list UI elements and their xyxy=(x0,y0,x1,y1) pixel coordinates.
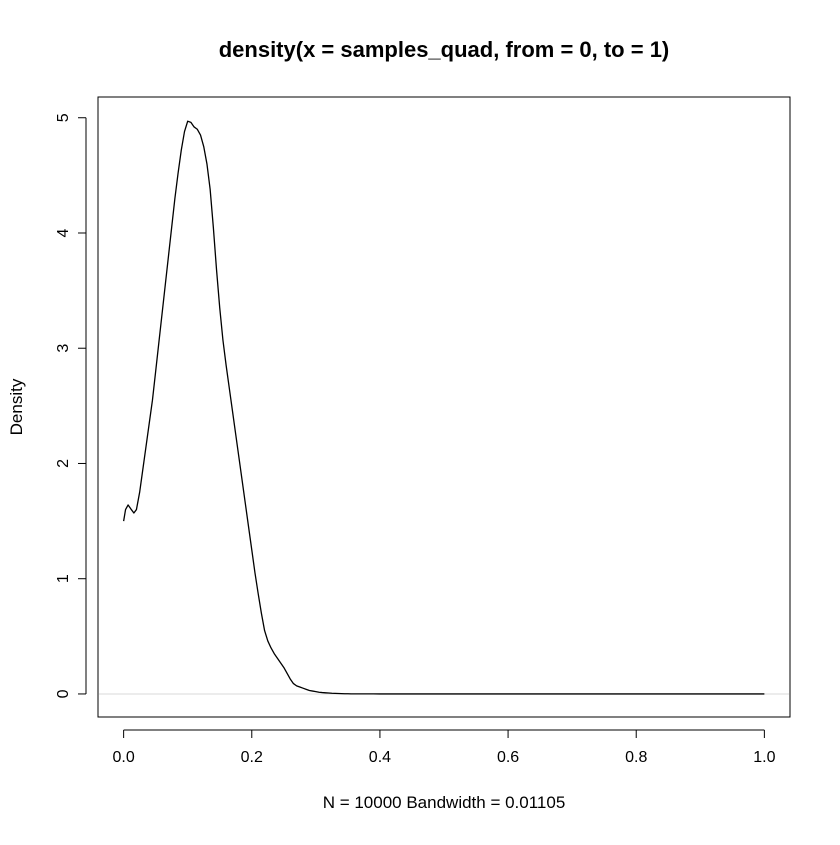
x-axis-label: N = 10000 Bandwidth = 0.01105 xyxy=(323,793,566,812)
x-tick-label: 1.0 xyxy=(753,749,775,766)
x-tick-label: 0.2 xyxy=(241,749,263,766)
x-tick-label: 0.4 xyxy=(369,749,391,766)
chart-title: density(x = samples_quad, from = 0, to =… xyxy=(219,37,670,62)
x-tick-label: 0.8 xyxy=(625,749,647,766)
x-tick-label: 0.6 xyxy=(497,749,519,766)
x-axis: 0.0 0.2 0.4 0.6 0.8 1.0 xyxy=(113,729,776,766)
x-tick-label: 0.0 xyxy=(113,749,135,766)
series-layer xyxy=(122,120,765,695)
y-tick-label: 3 xyxy=(55,344,72,353)
y-tick-label: 2 xyxy=(55,459,72,468)
y-axis: 0 1 2 3 4 5 xyxy=(55,113,87,698)
y-tick-label: 4 xyxy=(55,228,72,237)
y-tick-label: 5 xyxy=(55,113,72,122)
density-curve xyxy=(122,120,765,695)
y-axis-label: Density xyxy=(7,378,26,435)
y-tick-label: 1 xyxy=(55,574,72,583)
plot-frame xyxy=(97,96,791,718)
y-tick-label: 0 xyxy=(55,689,72,698)
